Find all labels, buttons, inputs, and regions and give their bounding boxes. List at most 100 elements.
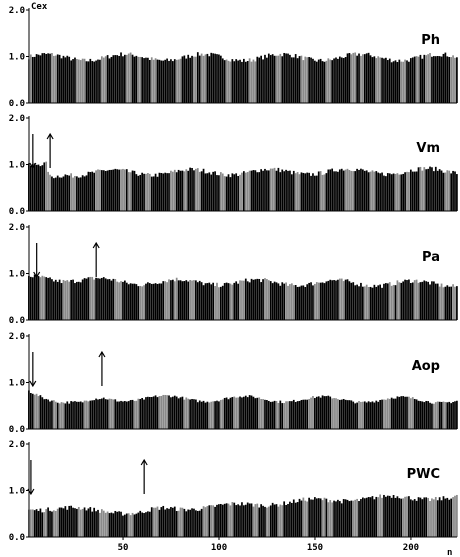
bar [275, 55, 278, 103]
bar [68, 505, 71, 537]
bar [337, 171, 339, 211]
bar [413, 398, 416, 429]
bar [279, 400, 282, 429]
bar [74, 283, 76, 320]
bar [189, 57, 191, 103]
bar [137, 56, 140, 103]
y-tick-label: 1.0 [9, 53, 25, 63]
bar [308, 282, 310, 320]
bar [179, 58, 182, 103]
bar [152, 283, 155, 320]
bar [106, 511, 109, 537]
bar [110, 169, 113, 211]
bar [120, 169, 122, 211]
bar [200, 282, 203, 320]
bar [456, 286, 458, 320]
bar [285, 505, 287, 537]
bar [302, 399, 305, 429]
bar [371, 57, 374, 103]
bar [266, 279, 268, 320]
bar [275, 401, 278, 429]
bar [147, 57, 149, 103]
bar [267, 280, 270, 320]
bar [239, 505, 241, 537]
bar [413, 56, 416, 103]
bar [440, 170, 443, 211]
bar [229, 505, 232, 537]
bar [290, 401, 293, 429]
y-tick-label: 1.0 [9, 161, 25, 171]
bar [227, 174, 230, 211]
bar [114, 55, 117, 103]
bar [160, 283, 163, 320]
bar [72, 507, 74, 537]
bar [436, 401, 439, 429]
bar [110, 56, 113, 103]
bar [77, 281, 80, 320]
bar [423, 167, 426, 211]
bar [325, 396, 328, 429]
bar [204, 54, 207, 103]
bar [413, 171, 416, 211]
bar [294, 54, 297, 103]
arrow-down [27, 460, 35, 496]
bar [45, 509, 48, 537]
arrow-down [29, 134, 37, 170]
bar [122, 515, 124, 537]
bar [409, 398, 412, 429]
bar [227, 503, 230, 537]
bar [202, 168, 205, 211]
bar [173, 281, 176, 320]
bar [344, 169, 347, 211]
bar [91, 400, 94, 429]
bar [400, 282, 403, 320]
bars-pwc [28, 494, 458, 537]
bar [396, 62, 399, 103]
bar [76, 176, 78, 211]
bar [244, 61, 247, 103]
bar [308, 398, 310, 429]
bar [91, 61, 94, 103]
bar [145, 283, 147, 320]
bar [53, 178, 55, 211]
bar [373, 499, 376, 537]
bar [408, 172, 410, 211]
bar [290, 57, 293, 103]
bar [342, 499, 345, 537]
bar [283, 283, 286, 320]
bar [99, 399, 101, 429]
bar [177, 59, 180, 103]
bar [329, 169, 332, 211]
bar [29, 276, 32, 320]
bar [346, 499, 349, 537]
bar [346, 400, 349, 429]
bar [362, 169, 364, 211]
bar [266, 400, 268, 429]
bar [83, 400, 86, 429]
bar [156, 176, 159, 211]
bar [198, 55, 201, 103]
bar [304, 56, 307, 103]
bar [110, 280, 113, 320]
bar [379, 494, 381, 537]
bar [185, 169, 188, 211]
bar [231, 173, 234, 211]
bar [281, 505, 284, 537]
bar [386, 495, 389, 537]
bar [100, 277, 103, 320]
x-tick-label: 200 [403, 543, 419, 553]
bar [175, 277, 178, 320]
bar [147, 282, 149, 320]
bar [79, 60, 82, 103]
bar [292, 170, 295, 211]
bar [423, 280, 426, 320]
bar [406, 496, 408, 537]
bar [360, 168, 362, 211]
bar [306, 501, 309, 537]
bar [429, 501, 431, 537]
bar [452, 284, 454, 320]
bar [54, 55, 57, 103]
bar [35, 509, 38, 537]
bar [93, 279, 96, 320]
bar [124, 54, 126, 103]
